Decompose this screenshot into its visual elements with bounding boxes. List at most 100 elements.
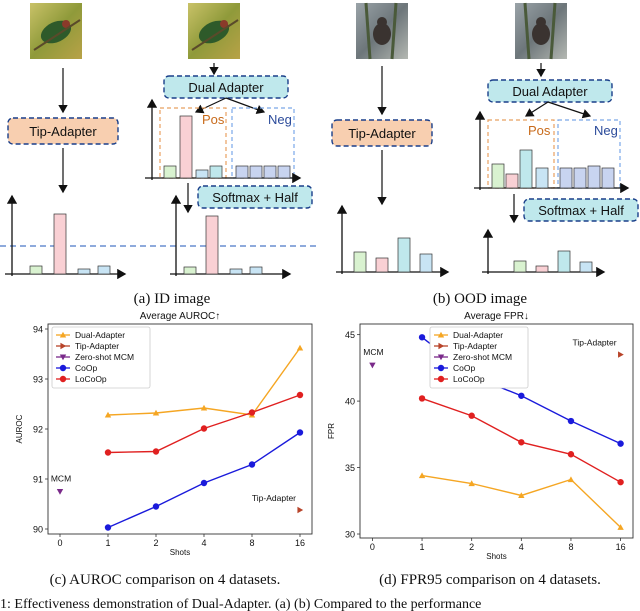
- x-tick-label: 4: [201, 538, 206, 548]
- series-line-dual-adapter: [421, 474, 622, 528]
- legend-marker: [437, 375, 445, 383]
- ood-dual-output-bars: [513, 250, 593, 273]
- data-point-dual-adapter: [567, 476, 575, 483]
- y-tick-label: 40: [345, 397, 355, 407]
- x-tick-label: 8: [568, 542, 573, 552]
- fpr-chart: Average FPR↓ 30 35 40 45 0 1 2 4 8 16 Shots FPR MCM Ti…: [327, 311, 634, 561]
- data-point-dual-adapter: [518, 492, 525, 499]
- data-point-locoop: [567, 451, 575, 458]
- id-tip-adapter-box: [7, 117, 119, 145]
- ood-neg-label: Neg: [594, 123, 618, 138]
- x-tick-label: 0: [57, 538, 62, 548]
- data-point-coop: [248, 461, 256, 468]
- id-softmax-box: [197, 185, 313, 209]
- id-tip-bars: [29, 213, 111, 275]
- legend-label: Tip-Adapter: [75, 341, 119, 351]
- data-point-coop: [104, 524, 112, 531]
- y-tick-label: 45: [345, 330, 355, 340]
- data-point-locoop: [152, 448, 160, 455]
- data-point-zero-shot-mcm: [56, 488, 64, 495]
- data-point-dual-adapter: [104, 411, 112, 418]
- data-point-coop: [152, 503, 160, 510]
- legend-marker: [59, 354, 67, 361]
- data-point-zero-shot-mcm: [369, 362, 376, 369]
- legend-box: [429, 326, 529, 389]
- ood-bird-image-left: [356, 2, 408, 60]
- legend-label: Tip-Adapter: [453, 341, 497, 351]
- data-point-locoop: [468, 412, 475, 419]
- id-dual-output-bars: [183, 215, 263, 275]
- ood-bird-image-right: [515, 2, 567, 60]
- data-point-coop: [567, 417, 575, 425]
- legend-marker: [59, 364, 67, 372]
- id-bird-image-right: [188, 3, 240, 59]
- id-dual-adapter-label: Dual Adapter: [188, 80, 264, 95]
- legend-marker: [438, 342, 445, 350]
- x-tick-label: 0: [370, 542, 375, 552]
- x-tick-label: 4: [519, 542, 524, 552]
- legend-label: Dual-Adapter: [75, 330, 125, 340]
- legend-marker: [437, 364, 445, 372]
- y-tick-label: 93: [33, 375, 43, 385]
- data-point-locoop: [418, 395, 426, 402]
- chart-title: Average AUROC↑: [140, 311, 220, 322]
- x-tick-label: 1: [105, 538, 110, 548]
- legend-marker: [437, 331, 445, 338]
- auroc-chart: Average AUROC↑ 90 91 92 93 94 0 1 2 4 8 16 Shots AURO…: [15, 311, 313, 557]
- data-point-dual-adapter: [200, 404, 208, 411]
- x-tick-label: 8: [249, 538, 254, 548]
- data-point-locoop: [248, 409, 256, 416]
- data-point-locoop: [296, 391, 304, 399]
- x-tick-label: 1: [420, 542, 425, 552]
- legend-label: Zero-shot MCM: [453, 352, 512, 362]
- x-tick-label: 2: [469, 542, 474, 552]
- y-axis-label: AUROC: [15, 414, 24, 443]
- data-point-locoop: [200, 425, 208, 432]
- data-point-dual-adapter: [468, 480, 475, 487]
- id-pos-label: Pos: [202, 112, 225, 127]
- data-point-tip-adapter: [618, 351, 624, 358]
- data-point-locoop: [518, 439, 525, 446]
- data-point-coop: [518, 392, 525, 399]
- method-illustration: Tip-Adapter Dual Adapter Pos Neg Softmax…: [0, 2, 639, 280]
- legend-marker: [59, 375, 67, 383]
- ood-dual-adapter-label: Dual Adapter: [512, 84, 588, 99]
- data-point-coop: [617, 440, 624, 447]
- legend-label: Zero-shot MCM: [75, 352, 134, 362]
- plot-frame: [359, 323, 634, 539]
- ood-softmax-box: [523, 198, 639, 222]
- y-tick-label: 94: [33, 325, 43, 335]
- y-tick-label: 91: [33, 475, 43, 485]
- legend-label: CoOp: [453, 363, 475, 373]
- y-tick-label: 30: [345, 530, 355, 540]
- ood-softmax-label: Softmax + Half: [538, 203, 624, 218]
- ood-pos-label: Pos: [528, 123, 551, 138]
- id-tip-adapter-label: Tip-Adapter: [29, 124, 97, 139]
- ood-dual-adapter-box: [487, 79, 613, 103]
- legend-label: LoCoOp: [75, 374, 107, 384]
- data-point-coop: [200, 479, 208, 487]
- id-dual-bars: [163, 115, 291, 179]
- legend-marker: [437, 354, 445, 361]
- legend-box: [51, 326, 151, 389]
- data-point-dual-adapter: [152, 409, 160, 416]
- caption-b: (b) OOD image: [432, 291, 528, 307]
- figure-caption-text: 1: Effectiveness demonstration of Dual-A…: [0, 597, 482, 611]
- id-neg-label: Neg: [268, 112, 292, 127]
- annotation-mcm: MCM: [51, 474, 71, 484]
- caption-d: (d) FPR95 comparison on 4 datasets.: [379, 572, 601, 588]
- annotation-tip-adapter: Tip-Adapter: [252, 493, 296, 503]
- ood-dual-bars: [491, 149, 615, 189]
- ood-tip-adapter-label: Tip-Adapter: [348, 126, 416, 141]
- data-point-dual-adapter: [617, 524, 624, 530]
- annotation-tip-adapter: Tip-Adapter: [572, 338, 616, 348]
- data-point-tip-adapter: [297, 506, 304, 514]
- x-axis-label: Shots: [486, 552, 506, 561]
- x-tick-label: 2: [153, 538, 158, 548]
- annotation-mcm: MCM: [363, 347, 383, 357]
- series-line-locoop: [107, 394, 301, 454]
- legend-marker: [59, 331, 67, 338]
- caption-c: (c) AUROC comparison on 4 datasets.: [49, 572, 281, 588]
- x-tick-label: 16: [295, 538, 305, 548]
- y-axis-label: FPR: [327, 423, 336, 439]
